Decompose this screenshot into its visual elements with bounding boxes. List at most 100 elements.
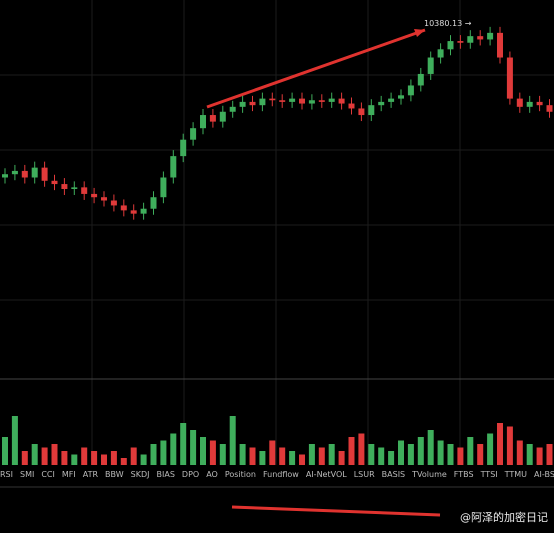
volume-bar xyxy=(546,444,553,465)
volume-bar xyxy=(180,423,187,465)
indicator-tab[interactable]: SMI xyxy=(20,470,35,479)
volume-bar xyxy=(427,430,434,465)
indicator-tab[interactable]: BBW xyxy=(105,470,124,479)
candle-body xyxy=(467,36,474,43)
volume-bar xyxy=(289,451,296,465)
indicator-tab[interactable]: Fundflow xyxy=(262,470,299,479)
candle-body xyxy=(338,98,345,104)
volume-bar xyxy=(497,423,503,465)
volume-bar xyxy=(160,440,167,465)
volume-bar xyxy=(477,444,484,465)
volume-bar xyxy=(61,451,68,465)
candle-body xyxy=(170,156,177,178)
candle-body xyxy=(249,101,256,106)
volume-bar xyxy=(2,437,8,465)
volume-bar xyxy=(11,416,18,465)
candle-body xyxy=(31,167,38,178)
candle-body xyxy=(398,95,404,99)
volume-bar xyxy=(170,433,177,465)
candle-body xyxy=(546,105,553,112)
volume-bar xyxy=(249,447,256,465)
candle-body xyxy=(289,98,296,102)
candle-body xyxy=(536,101,543,106)
indicator-tab[interactable]: BASIS xyxy=(381,470,406,479)
indicator-tab[interactable]: DPO xyxy=(181,470,200,479)
candle-body xyxy=(417,73,424,86)
candle-body xyxy=(91,193,98,198)
annotation-arrow xyxy=(231,505,441,517)
indicator-tab[interactable]: TTSI xyxy=(480,470,498,479)
indicator-tab[interactable]: CCI xyxy=(41,470,55,479)
volume-bar xyxy=(308,444,315,465)
indicator-tab[interactable]: FTBS xyxy=(453,470,474,479)
candle-body xyxy=(348,103,355,109)
volume-bar xyxy=(239,444,246,465)
volume-bar xyxy=(190,430,197,465)
indicator-tab[interactable]: SKDJ xyxy=(130,470,150,479)
volume-bar xyxy=(299,454,305,465)
volume-bar xyxy=(229,416,236,465)
volume-bar xyxy=(120,458,127,465)
grid xyxy=(0,0,554,465)
volume-bar xyxy=(259,451,266,465)
candle-body xyxy=(209,115,216,122)
volume-bar xyxy=(388,451,395,465)
volume-bar xyxy=(41,447,48,465)
indicator-tab[interactable]: BIAS xyxy=(156,470,175,479)
indicator-tab[interactable]: MFI xyxy=(61,470,76,479)
volume-bar xyxy=(516,440,523,465)
indicator-tab[interactable]: LSUR xyxy=(353,470,375,479)
candle-body xyxy=(219,111,226,122)
candle-body xyxy=(308,100,315,104)
candle-body xyxy=(269,98,276,101)
volume-bar xyxy=(51,444,58,465)
candle-body xyxy=(447,41,454,50)
volume-bar xyxy=(506,426,513,465)
volume-bar xyxy=(536,447,543,465)
candle-body xyxy=(190,128,197,140)
volume-bar xyxy=(407,444,414,465)
candle-body xyxy=(150,197,157,209)
candle-body xyxy=(71,187,78,189)
volume-bar xyxy=(91,451,98,465)
volume-bar xyxy=(150,444,157,465)
volume-bar xyxy=(101,454,107,465)
volume-bar xyxy=(467,437,474,465)
volume-bar xyxy=(130,447,137,465)
candle-body xyxy=(368,105,375,116)
indicator-tab[interactable]: ATR xyxy=(82,470,99,479)
indicator-tab[interactable]: AI-NetVOL xyxy=(305,470,347,479)
volume-bar xyxy=(269,440,276,465)
candle-body xyxy=(318,100,325,102)
indicator-tab[interactable]: TVolume xyxy=(412,470,447,479)
indicator-tab[interactable]: AO xyxy=(206,470,218,479)
candle-body xyxy=(427,57,434,74)
candle-body xyxy=(239,101,246,107)
candle-body xyxy=(21,170,28,178)
candle-body xyxy=(259,98,266,106)
volume-bar xyxy=(417,437,424,465)
candle-body xyxy=(101,197,107,201)
annotation-arrow xyxy=(206,28,426,109)
indicator-tab[interactable]: AI-BSI xyxy=(534,470,554,479)
indicator-tab[interactable]: TTMU xyxy=(504,470,528,479)
candle-body xyxy=(200,115,206,129)
volume-bar xyxy=(200,437,206,465)
candle-body xyxy=(51,180,58,185)
volume-bar xyxy=(140,454,147,465)
volume-bar xyxy=(526,444,533,465)
annotation-arrowhead xyxy=(414,29,425,37)
volume-bar xyxy=(219,444,226,465)
indicator-tab[interactable]: Position xyxy=(224,470,256,479)
volume-bar xyxy=(31,444,38,465)
volume-bar xyxy=(279,447,286,465)
candle-body xyxy=(328,98,335,102)
candle-body xyxy=(457,41,464,43)
indicator-tab[interactable]: RSI xyxy=(0,470,13,479)
candle-body xyxy=(120,205,127,211)
volume-bar xyxy=(447,444,454,465)
volume-bar xyxy=(487,433,494,465)
watermark: @阿泽的加密日记 xyxy=(460,511,548,524)
